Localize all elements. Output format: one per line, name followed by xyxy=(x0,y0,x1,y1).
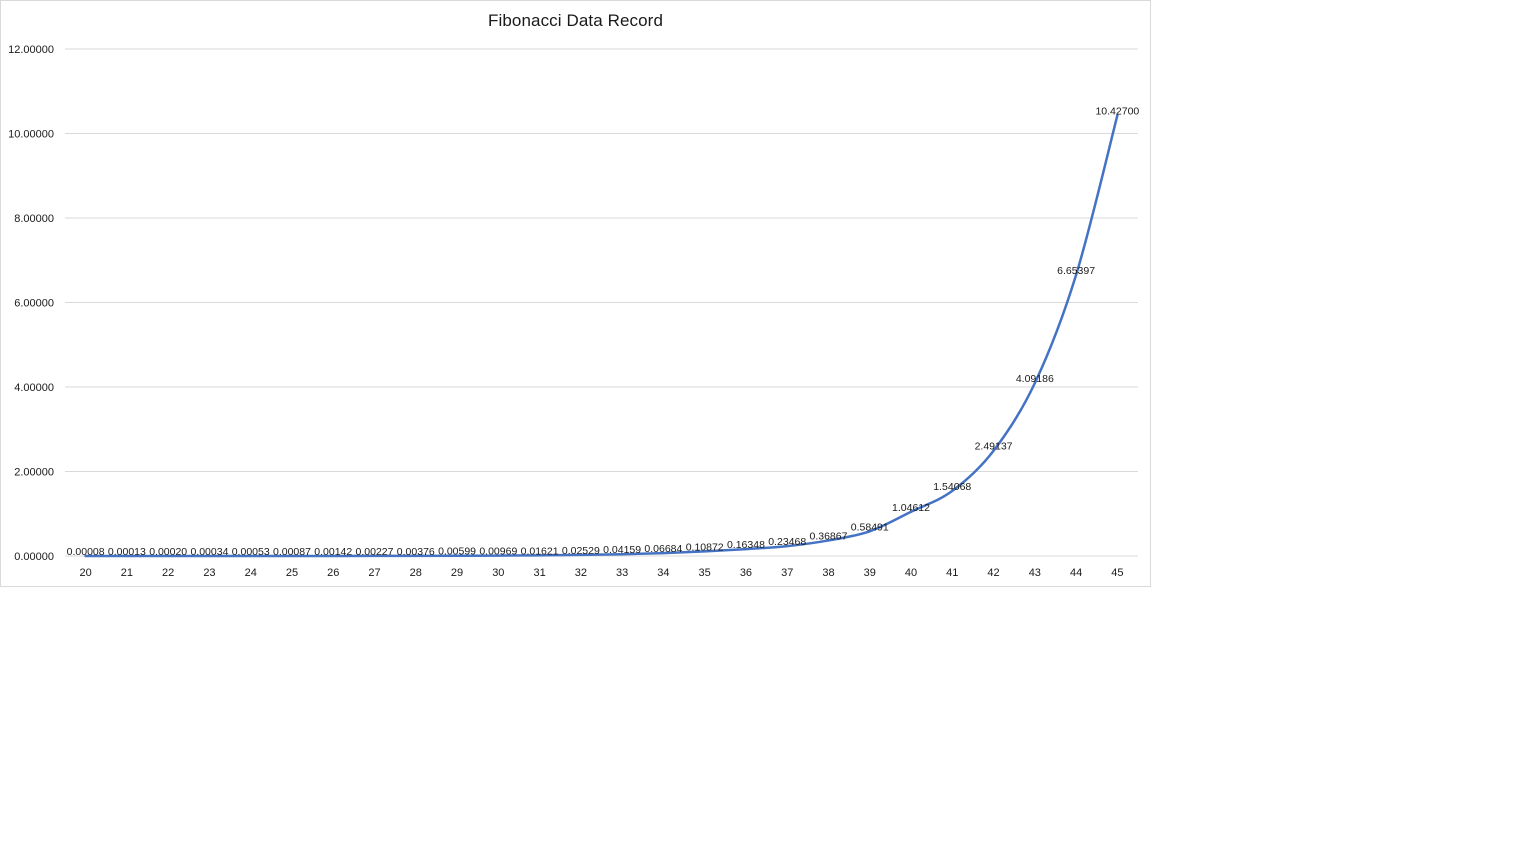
y-tick-label: 10.00000 xyxy=(8,129,54,141)
x-tick-label: 43 xyxy=(1029,567,1041,579)
y-tick-label: 8.00000 xyxy=(14,213,54,225)
x-tick-label: 45 xyxy=(1111,567,1123,579)
data-point xyxy=(125,554,129,558)
data-label: 0.23468 xyxy=(768,536,806,548)
data-label: 0.00142 xyxy=(314,546,352,558)
chart-area xyxy=(0,0,1151,587)
data-point xyxy=(84,554,87,558)
y-tick-label: 0.00000 xyxy=(14,551,54,563)
x-tick-label: 20 xyxy=(80,567,92,579)
data-point xyxy=(992,449,995,452)
y-tick-label: 2.00000 xyxy=(14,467,54,479)
data-label: 0.00969 xyxy=(479,546,517,558)
data-point xyxy=(373,554,376,558)
x-tick-label: 25 xyxy=(286,567,298,579)
data-label: 0.00008 xyxy=(67,546,105,558)
x-tick-label: 36 xyxy=(740,567,752,579)
data-label: 0.16348 xyxy=(727,539,765,551)
data-point xyxy=(1033,381,1037,385)
x-tick-label: 29 xyxy=(451,567,463,579)
x-tick-label: 38 xyxy=(822,567,834,579)
data-point xyxy=(208,554,211,558)
y-tick-label: 6.00000 xyxy=(14,298,54,310)
data-label: 0.06684 xyxy=(644,543,682,555)
x-tick-label: 30 xyxy=(492,567,504,579)
data-label: 10.42700 xyxy=(1095,105,1139,117)
data-point xyxy=(620,553,624,556)
data-label: 1.04612 xyxy=(892,502,930,514)
data-point xyxy=(579,553,583,557)
data-label: 0.10872 xyxy=(686,541,724,553)
data-point xyxy=(951,489,954,493)
data-label: 0.00227 xyxy=(356,546,394,558)
y-tick-label: 12.00000 xyxy=(8,44,54,56)
data-point xyxy=(868,530,871,533)
data-label: 0.00020 xyxy=(149,546,187,558)
x-tick-label: 22 xyxy=(162,567,174,579)
data-label: 4.09186 xyxy=(1016,373,1054,385)
x-tick-label: 37 xyxy=(781,567,793,579)
x-tick-label: 41 xyxy=(946,567,958,579)
chart-title-wrap: Fibonacci Data Record xyxy=(0,11,1151,31)
x-tick-label: 35 xyxy=(699,567,711,579)
x-tick-label: 31 xyxy=(533,567,545,579)
data-label: 0.04159 xyxy=(603,544,641,556)
data-point xyxy=(1074,273,1078,277)
line-chart: 0.00000 2.00000 4.00000 6.00000 8.00000 10.00… xyxy=(8,44,1139,579)
x-tick-label: 40 xyxy=(905,567,917,579)
x-tick-label: 34 xyxy=(657,567,669,579)
data-point xyxy=(538,554,541,557)
x-tick-label: 23 xyxy=(203,567,215,579)
data-point xyxy=(703,550,706,553)
x-tick-label: 42 xyxy=(987,567,999,579)
x-tick-label: 32 xyxy=(575,567,587,579)
data-label: 0.01621 xyxy=(521,545,559,557)
x-tick-label: 28 xyxy=(410,567,422,579)
data-point xyxy=(909,510,913,514)
data-label: 1.54068 xyxy=(933,481,971,493)
data-label: 0.36867 xyxy=(809,530,847,542)
data-point xyxy=(332,554,335,558)
data-label: 2.49137 xyxy=(975,441,1013,453)
chart-title: Fibonacci Data Record xyxy=(487,11,663,30)
data-label: 6.65397 xyxy=(1057,265,1095,277)
data-label: 0.58491 xyxy=(851,521,889,533)
data-label: 0.00376 xyxy=(397,546,435,558)
data-point xyxy=(497,554,500,557)
x-tick-label: 27 xyxy=(368,567,380,579)
data-point xyxy=(744,547,748,551)
data-label: 0.00053 xyxy=(232,546,270,558)
x-tick-label: 24 xyxy=(245,567,257,579)
data-point xyxy=(827,539,830,542)
data-label: 0.02529 xyxy=(562,545,600,557)
data-point xyxy=(249,554,252,558)
x-tick-label: 39 xyxy=(864,567,876,579)
data-point xyxy=(1116,114,1119,117)
x-tick-label: 44 xyxy=(1070,567,1082,579)
data-point xyxy=(414,554,417,558)
data-point xyxy=(786,544,789,548)
data-label: 0.00013 xyxy=(108,546,146,558)
y-tick-label: 4.00000 xyxy=(14,382,54,394)
x-tick-label: 21 xyxy=(121,567,133,579)
data-point xyxy=(166,554,170,558)
data-point xyxy=(662,551,665,555)
data-point xyxy=(290,554,294,558)
data-label: 0.00034 xyxy=(190,546,228,558)
data-label: 0.00087 xyxy=(273,546,311,558)
data-label: 0.00599 xyxy=(438,546,476,558)
data-point xyxy=(455,554,459,557)
x-tick-label: 26 xyxy=(327,567,339,579)
x-tick-label: 33 xyxy=(616,567,628,579)
